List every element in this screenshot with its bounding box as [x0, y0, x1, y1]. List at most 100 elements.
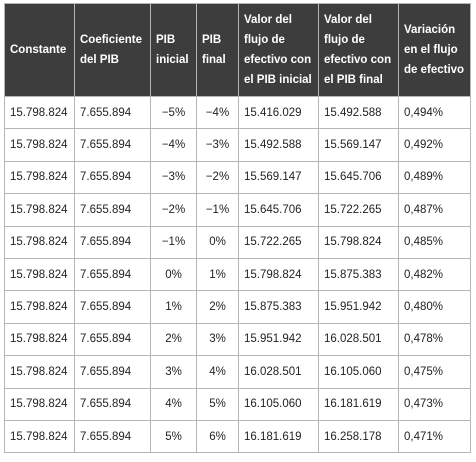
header-pib-inicial: PIB inicial	[150, 3, 197, 97]
coeficiente-cell: 7.655.894	[74, 322, 151, 357]
pib-inicial-cell: 0%	[150, 257, 197, 292]
valor-final-cell: 15.798.824	[318, 225, 399, 259]
pib-final-cell: 1%	[196, 257, 239, 292]
pib-final-cell: 5%	[196, 387, 239, 421]
valor-final-cell: 16.028.501	[318, 322, 399, 357]
pib-final-cell: 0%	[196, 225, 239, 259]
variacion-cell: 0,492%	[398, 128, 471, 162]
constante-cell: 15.798.824	[4, 225, 75, 259]
valor-inicial-cell: 15.569.147	[238, 160, 319, 195]
coeficiente-cell: 7.655.894	[74, 387, 151, 421]
table-row: 15.798.824 7.655.894 −5% −4% 15.416.029 15.49…	[4, 95, 471, 130]
valor-final-cell: 15.875.383	[318, 257, 399, 292]
coeficiente-cell: 7.655.894	[74, 193, 151, 227]
pib-inicial-cell: −4%	[150, 128, 197, 162]
header-constante: Constante	[4, 3, 75, 97]
constante-cell: 15.798.824	[4, 160, 75, 195]
valor-final-cell: 16.105.060	[318, 355, 399, 389]
valor-inicial-cell: 15.722.265	[238, 225, 319, 259]
variacion-cell: 0,480%	[398, 290, 471, 324]
table-row: 15.798.824 7.655.894 −1% 0% 15.722.265 15.798…	[4, 225, 471, 259]
pib-inicial-cell: −3%	[150, 160, 197, 195]
constante-cell: 15.798.824	[4, 193, 75, 227]
valor-inicial-cell: 15.492.588	[238, 128, 319, 162]
constante-cell: 15.798.824	[4, 419, 75, 454]
pib-final-cell: 2%	[196, 290, 239, 324]
constante-cell: 15.798.824	[4, 257, 75, 292]
variacion-cell: 0,482%	[398, 257, 471, 292]
variacion-cell: 0,487%	[398, 193, 471, 227]
pib-inicial-cell: 5%	[150, 419, 197, 454]
pib-inicial-cell: 4%	[150, 387, 197, 421]
valor-inicial-cell: 15.798.824	[238, 257, 319, 292]
pib-inicial-cell: −2%	[150, 193, 197, 227]
table-row: 15.798.824 7.655.894 1% 2% 15.875.383 15.951.…	[4, 290, 471, 324]
constante-cell: 15.798.824	[4, 128, 75, 162]
pib-final-cell: −2%	[196, 160, 239, 195]
coeficiente-cell: 7.655.894	[74, 95, 151, 130]
constante-cell: 15.798.824	[4, 95, 75, 130]
pib-inicial-cell: −5%	[150, 95, 197, 130]
data-table-container: Constante Coeficiente del PIB PIB inicia…	[4, 3, 471, 454]
coeficiente-cell: 7.655.894	[74, 419, 151, 454]
header-valor-flujo-inicial: Valor del flujo de efectivo con el PIB i…	[238, 3, 319, 97]
table-row: 15.798.824 7.655.894 3% 4% 16.028.501 16.105.…	[4, 355, 471, 389]
valor-final-cell: 16.258.178	[318, 419, 399, 454]
constante-cell: 15.798.824	[4, 322, 75, 357]
table-row: 15.798.824 7.655.894 −4% −3% 15.492.588 15.56…	[4, 128, 471, 162]
header-variacion-flujo: Variación en el flujo de efectivo	[398, 3, 471, 97]
pib-final-cell: −3%	[196, 128, 239, 162]
pib-final-cell: 4%	[196, 355, 239, 389]
variacion-cell: 0,485%	[398, 225, 471, 259]
valor-final-cell: 15.645.706	[318, 160, 399, 195]
pib-inicial-cell: 3%	[150, 355, 197, 389]
pib-inicial-cell: 1%	[150, 290, 197, 324]
pib-final-cell: −4%	[196, 95, 239, 130]
pib-final-cell: 6%	[196, 419, 239, 454]
coeficiente-cell: 7.655.894	[74, 257, 151, 292]
variacion-cell: 0,494%	[398, 95, 471, 130]
valor-final-cell: 15.492.588	[318, 95, 399, 130]
valor-inicial-cell: 16.181.619	[238, 419, 319, 454]
pib-inicial-cell: −1%	[150, 225, 197, 259]
header-valor-flujo-final: Valor del flujo de efectivo con el PIB f…	[318, 3, 399, 97]
valor-inicial-cell: 15.416.029	[238, 95, 319, 130]
constante-cell: 15.798.824	[4, 355, 75, 389]
constante-cell: 15.798.824	[4, 290, 75, 324]
variacion-cell: 0,473%	[398, 387, 471, 421]
variacion-cell: 0,471%	[398, 419, 471, 454]
pib-inicial-cell: 2%	[150, 322, 197, 357]
table-row: 15.798.824 7.655.894 0% 1% 15.798.824 15.875.…	[4, 257, 471, 292]
table-row: 15.798.824 7.655.894 4% 5% 16.105.060 16.181.…	[4, 387, 471, 421]
pib-final-cell: 3%	[196, 322, 239, 357]
table-row: 15.798.824 7.655.894 2% 3% 15.951.942 16.028.…	[4, 322, 471, 357]
pib-final-cell: −1%	[196, 193, 239, 227]
coeficiente-cell: 7.655.894	[74, 355, 151, 389]
valor-inicial-cell: 16.105.060	[238, 387, 319, 421]
valor-final-cell: 15.569.147	[318, 128, 399, 162]
table-row: 15.798.824 7.655.894 −2% −1% 15.645.706 15.72…	[4, 193, 471, 227]
coeficiente-cell: 7.655.894	[74, 225, 151, 259]
valor-inicial-cell: 15.951.942	[238, 322, 319, 357]
valor-inicial-cell: 15.875.383	[238, 290, 319, 324]
constante-cell: 15.798.824	[4, 387, 75, 421]
valor-inicial-cell: 16.028.501	[238, 355, 319, 389]
cash-flow-table: Constante Coeficiente del PIB PIB inicia…	[4, 3, 471, 454]
table-header: Constante Coeficiente del PIB PIB inicia…	[4, 3, 471, 97]
header-row: Constante Coeficiente del PIB PIB inicia…	[4, 3, 471, 97]
table-body: 15.798.824 7.655.894 −5% −4% 15.416.029 15.49…	[4, 95, 471, 454]
valor-final-cell: 16.181.619	[318, 387, 399, 421]
valor-final-cell: 15.951.942	[318, 290, 399, 324]
table-row: 15.798.824 7.655.894 5% 6% 16.181.619 16.258.…	[4, 419, 471, 454]
valor-final-cell: 15.722.265	[318, 193, 399, 227]
coeficiente-cell: 7.655.894	[74, 290, 151, 324]
table-row: 15.798.824 7.655.894 −3% −2% 15.569.147 15.64…	[4, 160, 471, 195]
header-pib-final: PIB final	[196, 3, 239, 97]
variacion-cell: 0,489%	[398, 160, 471, 195]
coeficiente-cell: 7.655.894	[74, 128, 151, 162]
valor-inicial-cell: 15.645.706	[238, 193, 319, 227]
coeficiente-cell: 7.655.894	[74, 160, 151, 195]
variacion-cell: 0,475%	[398, 355, 471, 389]
header-coeficiente-pib: Coeficiente del PIB	[74, 3, 151, 97]
variacion-cell: 0,478%	[398, 322, 471, 357]
